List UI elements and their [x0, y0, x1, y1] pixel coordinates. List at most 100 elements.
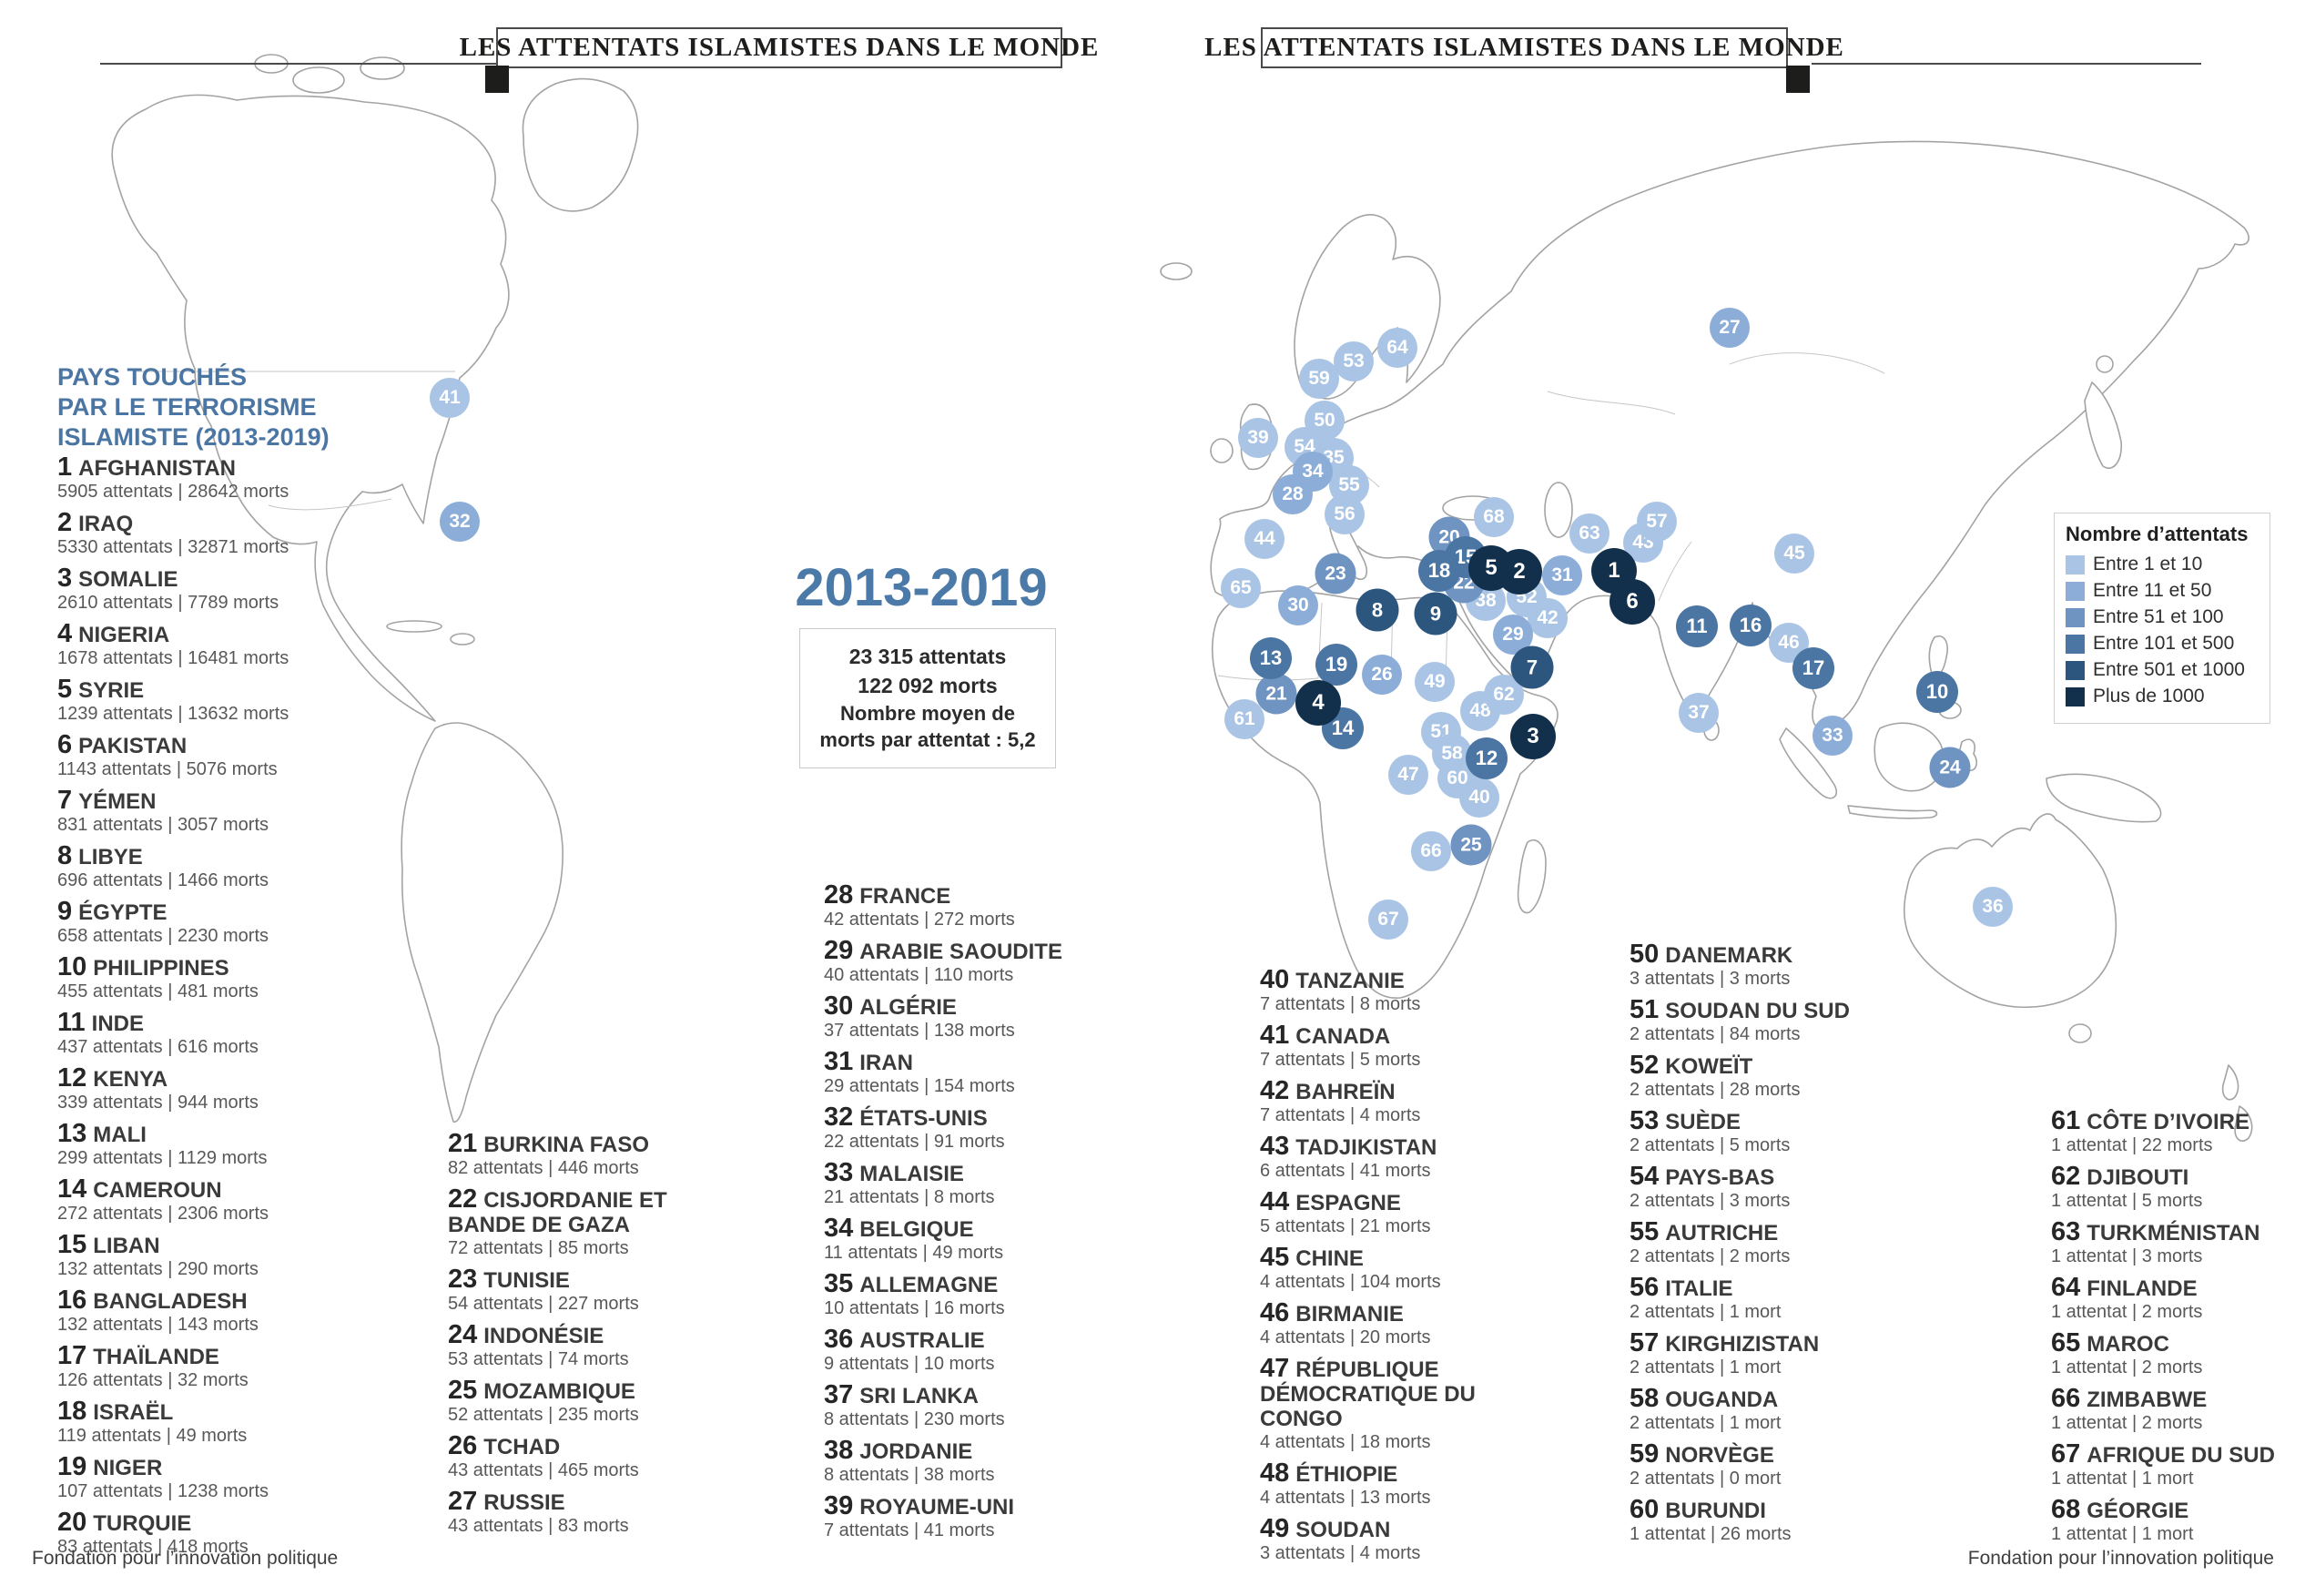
country-entry: 16 BANGLADESH 132 attentats | 143 morts	[57, 1287, 335, 1336]
country-entry: 57 KIRGHIZISTAN 2 attentats | 1 mort	[1630, 1330, 1930, 1378]
title-rule-right	[1812, 63, 2201, 65]
country-rank: 59	[1630, 1439, 1660, 1469]
average-line-1: Nombre moyen de	[840, 702, 1015, 725]
country-stats: 272 attentats | 2306 morts	[57, 1204, 269, 1224]
country-rank: 46	[1260, 1298, 1290, 1327]
legend-swatch	[2066, 686, 2085, 707]
country-name: SOMALIE	[78, 567, 178, 592]
map-marker-17: 17	[1792, 647, 1834, 689]
country-entry: 31 IRAN 29 attentats | 154 morts	[824, 1049, 1111, 1097]
country-stats: 53 attentats | 74 morts	[448, 1349, 629, 1369]
country-rank: 56	[1630, 1273, 1660, 1302]
country-name: DANEMARK	[1665, 943, 1793, 968]
country-rank: 55	[1630, 1217, 1660, 1246]
country-stats: 42 attentats | 272 morts	[824, 910, 1015, 930]
country-rank: 4	[57, 619, 73, 648]
country-name: ÉTATS-UNIS	[859, 1106, 988, 1131]
country-list-column: 50 DANEMARK 3 attentats | 3 morts 51 SOUDAN …	[1630, 941, 1930, 1553]
country-name: RÉPUBLIQUE DÉMOCRATIQUE DU CONGO	[1260, 1357, 1476, 1431]
country-entry: 45 CHINE 4 attentats | 104 morts	[1260, 1245, 1560, 1293]
country-name: BIRMANIE	[1295, 1302, 1404, 1327]
country-stats: 9 attentats | 10 morts	[824, 1354, 995, 1374]
country-rank: 36	[824, 1325, 854, 1354]
country-name: DJIBOUTI	[2087, 1165, 2189, 1190]
country-name: AUSTRALIE	[859, 1328, 985, 1353]
country-name: FINLANDE	[2087, 1276, 2198, 1301]
country-stats: 11 attentats | 49 morts	[824, 1243, 1004, 1263]
page-title-left: LES ATTENTATS ISLAMISTES DANS LE MONDE	[459, 33, 1100, 62]
country-entry: 42 BAHREÏN 7 attentats | 4 morts	[1260, 1076, 1560, 1126]
country-rank: 47	[1260, 1354, 1290, 1383]
country-rank: 42	[1260, 1076, 1290, 1105]
footer-left: Fondation pour l’innovation politique	[32, 1548, 339, 1569]
map-marker-56: 56	[1325, 494, 1365, 534]
country-list-column: 40 TANZANIE 7 attentats | 8 morts 41 CANADA 7…	[1260, 967, 1560, 1572]
country-entry: 29 ARABIE SAOUDITE 40 attentats | 110 mort…	[824, 938, 1111, 986]
legend-item: Entre 51 et 100	[2066, 606, 2259, 628]
country-stats: 132 attentats | 143 morts	[57, 1315, 259, 1335]
country-entry: 27 RUSSIE 43 attentats | 83 morts	[448, 1489, 721, 1537]
intro-heading-line: ISLAMISTE (2013-2019)	[57, 423, 330, 451]
total-deaths: 122 092 morts	[858, 674, 998, 697]
country-name: GÉORGIE	[2087, 1499, 2189, 1523]
country-entry: 22 CISJORDANIE ET BANDE DE GAZA 72 attenta…	[448, 1186, 721, 1259]
country-rank: 7	[57, 786, 73, 815]
country-stats: 119 attentats | 49 morts	[57, 1426, 248, 1446]
country-name: ARABIE SAOUDITE	[859, 940, 1062, 964]
country-rank: 11	[57, 1008, 86, 1037]
country-entry: 14 CAMEROUN 272 attentats | 2306 morts	[57, 1176, 335, 1225]
country-name: AFGHANISTAN	[78, 456, 237, 481]
map-hokkaido	[2096, 355, 2114, 373]
country-rank: 66	[2051, 1384, 2081, 1413]
legend-swatch	[2066, 581, 2085, 601]
map-marker-36: 36	[1973, 887, 2013, 927]
country-stats: 1 attentat | 26 morts	[1630, 1524, 1792, 1544]
map-madagascar	[1517, 839, 1547, 914]
country-rank: 1	[57, 452, 73, 482]
country-stats: 7 attentats | 4 morts	[1260, 1105, 1421, 1125]
country-name: ESPAGNE	[1295, 1191, 1401, 1215]
country-name: TURQUIE	[93, 1511, 192, 1536]
country-entry: 10 PHILIPPINES 455 attentats | 481 morts	[57, 954, 335, 1002]
country-entry: 49 SOUDAN 3 attentats | 4 morts	[1260, 1516, 1560, 1564]
country-stats: 82 attentats | 446 morts	[448, 1158, 639, 1178]
country-stats: 3 attentats | 4 morts	[1260, 1543, 1421, 1563]
country-name: INDONÉSIE	[483, 1324, 604, 1348]
country-name: BAHREÏN	[1295, 1080, 1396, 1104]
country-name: SRI LANKA	[859, 1384, 979, 1408]
map-border-china-mongolia	[1729, 352, 1885, 374]
country-rank: 18	[57, 1397, 87, 1426]
country-rank: 3	[57, 564, 73, 593]
country-rank: 23	[448, 1265, 478, 1294]
map-marker-9: 9	[1414, 592, 1457, 635]
country-stats: 339 attentats | 944 morts	[57, 1093, 259, 1113]
country-stats: 1 attentat | 22 morts	[2051, 1135, 2213, 1155]
country-name: CANADA	[1295, 1024, 1391, 1049]
country-name: CHINE	[1295, 1246, 1364, 1271]
country-name: CÔTE D’IVOIRE	[2087, 1110, 2249, 1134]
country-entry: 34 BELGIQUE 11 attentats | 49 morts	[824, 1215, 1111, 1264]
map-marker-53: 53	[1334, 341, 1374, 381]
country-entry: 50 DANEMARK 3 attentats | 3 morts	[1630, 941, 1930, 990]
map-marker-6: 6	[1609, 579, 1655, 625]
country-name: PAKISTAN	[78, 734, 188, 758]
country-name: RUSSIE	[483, 1490, 565, 1515]
map-marker-64: 64	[1377, 328, 1417, 368]
country-rank: 2	[57, 508, 73, 537]
country-entry: 65 MAROC 1 attentat | 2 morts	[2051, 1330, 2301, 1378]
country-entry: 66 ZIMBABWE 1 attentat | 2 morts	[2051, 1384, 2301, 1434]
map-north-america	[111, 94, 510, 722]
map-marker-63: 63	[1569, 513, 1609, 554]
map-marker-24: 24	[1929, 747, 1971, 788]
country-name: SOUDAN DU SUD	[1665, 999, 1850, 1023]
map-marker-7: 7	[1510, 646, 1554, 689]
country-entry: 47 RÉPUBLIQUE DÉMOCRATIQUE DU CONGO 4 atte…	[1260, 1354, 1560, 1453]
country-name: INDE	[91, 1011, 145, 1036]
map-cuba	[386, 620, 442, 633]
country-name: IRAN	[859, 1051, 913, 1075]
country-stats: 1143 attentats | 5076 morts	[57, 759, 278, 779]
country-stats: 658 attentats | 2230 morts	[57, 926, 269, 946]
country-stats: 126 attentats | 32 morts	[57, 1370, 249, 1390]
map-java	[1847, 805, 1938, 819]
